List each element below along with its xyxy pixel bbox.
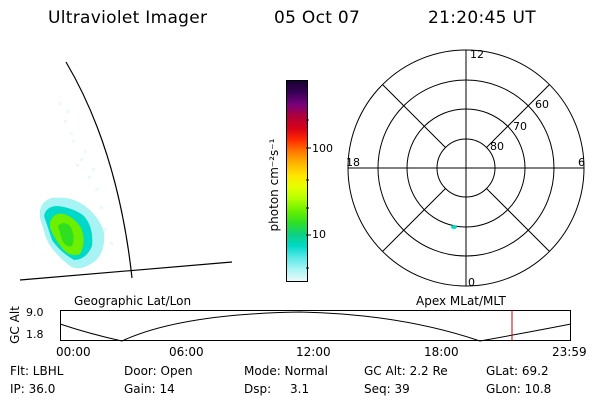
polar-plot [347,49,585,287]
geographic-label: Geographic Lat/Lon [74,294,192,308]
glon-status: GLon: 10.8 [486,382,552,396]
faint-emission [58,102,113,245]
colorbar-unit-label: photon cm⁻²s⁻¹ [267,138,281,232]
altitude-trace [59,311,572,342]
aurora-inner [58,223,74,247]
seq-status: Seq: 39 [364,382,410,396]
gain-status: Gain: 14 [124,382,175,396]
door-status: Door: Open [124,364,193,378]
x-tick-1200: 12:00 [296,345,331,359]
colorbar-ticks [306,119,311,269]
x-tick-0600: 06:00 [169,345,204,359]
mlt-12-label: 12 [470,48,484,61]
ip-status: IP: 36.0 [10,382,56,396]
altitude-axis-title: GC Alt [7,306,22,344]
mode-status: Mode: Normal [244,364,328,378]
altitude-y-top: 9.0 [26,306,44,319]
gc-altitude-status: GC Alt: 2.2 Re [364,364,448,378]
colorbar [286,80,308,282]
lat-80-label: 80 [490,140,504,153]
geographic-image-panel [19,61,233,281]
altitude-y-bottom: 1.8 [26,328,44,341]
colorbar-tick-100: 100 [312,142,333,155]
lat-60-label: 60 [535,98,549,111]
filter-status: Flt: LBHL [10,364,64,378]
lat-70-label: 70 [513,120,527,133]
x-tick-1800: 18:00 [424,345,459,359]
glat-status: GLat: 69.2 [486,364,549,378]
time-label: 21:20:45 UT [428,8,536,28]
date-label: 05 Oct 07 [274,8,361,28]
dsp-value: 3.1 [290,382,310,396]
x-tick-0000: 00:00 [56,345,91,359]
mlt-0-label: 0 [468,276,475,289]
dsp-label: Dsp: [244,382,272,396]
apex-label: Apex MLat/MLT [416,294,506,308]
instrument-title: Ultraviolet Imager [48,8,208,28]
colorbar-tick-10: 10 [312,228,326,241]
limb-curve [65,61,133,279]
horizon-line [19,261,233,281]
altitude-strip-chart [59,310,572,342]
polar-aurora-spot [451,225,457,229]
mlt-18-label: 18 [346,156,360,169]
mlt-6-label: 6 [578,156,585,169]
x-tick-2359: 23:59 [552,345,587,359]
